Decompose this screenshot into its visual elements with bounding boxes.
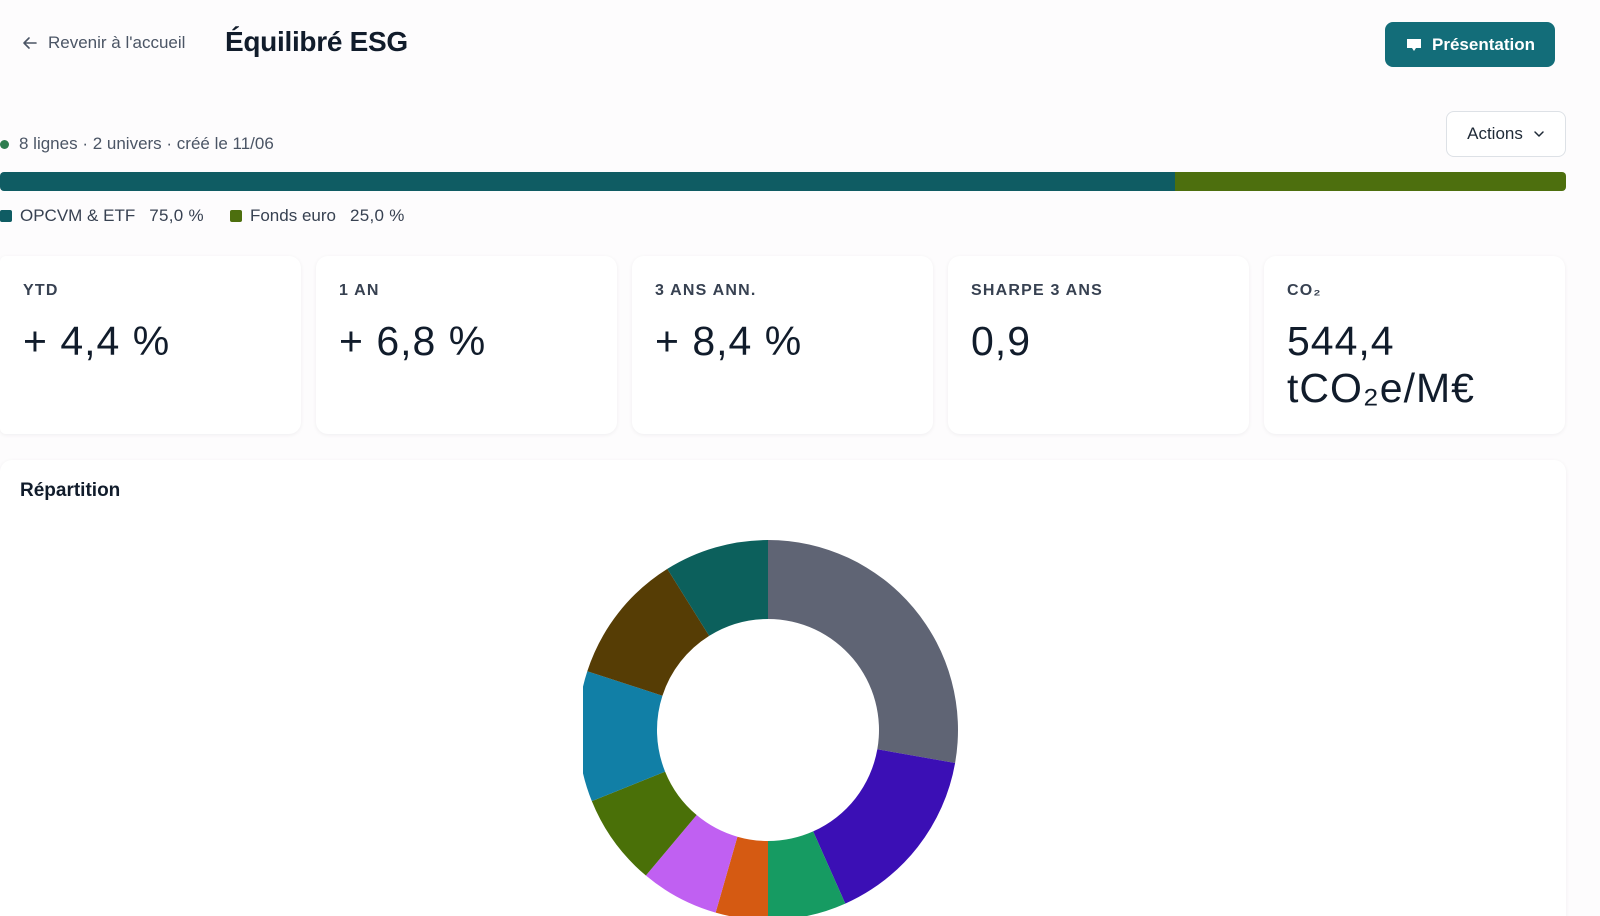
portfolio-meta: 8 lignes · 2 univers · créé le 11/06 [0, 134, 274, 154]
donut-slice[interactable] [768, 831, 846, 916]
repartition-donut-chart [583, 540, 958, 916]
donut-slice[interactable] [587, 568, 710, 696]
portfolio-meta-text: 8 lignes · 2 univers · créé le 11/06 [19, 134, 274, 153]
allocation-segment [1174, 172, 1566, 191]
allocation-segment [0, 172, 1175, 191]
page-title: Équilibré ESG [225, 26, 408, 57]
allocation-bar [0, 172, 1566, 191]
kpi-value: + 4,4 % [23, 318, 171, 364]
actions-dropdown[interactable]: Actions [1446, 111, 1566, 157]
arrow-left-icon [23, 37, 37, 49]
kpi-card: YTD + 4,4 % [0, 256, 301, 434]
donut-slice[interactable] [583, 671, 666, 802]
legend-swatch [229, 210, 242, 222]
kpi-value: + 8,4 % [655, 318, 803, 364]
kpi-label: SHARPE 3 ANS [971, 282, 1104, 299]
donut-slice[interactable] [813, 749, 956, 904]
kpi-label: YTD [23, 282, 59, 299]
legend-label: Fonds euro [249, 206, 336, 225]
kpi-value: 544,4 tCO₂e/M€ [1287, 318, 1475, 411]
donut-slice[interactable] [768, 540, 958, 763]
legend-item: Fonds euro 25,0 % [229, 206, 405, 226]
legend-label: OPCVM & ETF [20, 206, 136, 225]
presentation-icon [1407, 38, 1421, 51]
kpi-card: 1 AN + 6,8 % [316, 256, 617, 434]
presentation-button-label: Présentation [1432, 34, 1535, 54]
legend-percent: 75,0 % [149, 206, 204, 225]
kpi-value: 0,9 [971, 318, 1031, 364]
kpi-card: CO₂ 544,4 tCO₂e/M€ [1264, 256, 1565, 434]
kpi-label: CO₂ [1287, 282, 1322, 299]
back-link-label: Revenir à l'accueil [48, 33, 186, 52]
legend-percent: 25,0 % [349, 206, 405, 225]
kpi-label: 3 ANS ANN. [655, 282, 757, 299]
status-dot [0, 139, 9, 149]
donut-slice[interactable] [715, 836, 768, 916]
kpi-value: + 6,8 % [339, 318, 487, 364]
chevron-down-icon [1534, 131, 1544, 137]
donut-slice[interactable] [645, 815, 738, 913]
repartition-title: Répartition [20, 480, 121, 501]
kpi-card: SHARPE 3 ANS 0,9 [948, 256, 1249, 434]
donut-slice[interactable] [591, 771, 697, 876]
presentation-button[interactable]: Présentation [1385, 22, 1555, 67]
legend-item: OPCVM & ETF 75,0 % [0, 206, 204, 226]
donut-slice[interactable] [667, 540, 768, 636]
back-link[interactable]: Revenir à l'accueil [22, 33, 185, 53]
actions-dropdown-label: Actions [1467, 124, 1523, 143]
kpi-label: 1 AN [339, 282, 380, 299]
kpi-row: YTD + 4,4 % 1 AN + 6,8 % 3 ANS ANN. + 8,4 % SH… [0, 256, 1565, 434]
repartition-card: Répartition [0, 460, 1566, 916]
allocation-legend: OPCVM & ETF 75,0 % Fonds euro 25,0 % [0, 206, 405, 226]
legend-swatch [0, 210, 12, 222]
kpi-card: 3 ANS ANN. + 8,4 % [632, 256, 933, 434]
